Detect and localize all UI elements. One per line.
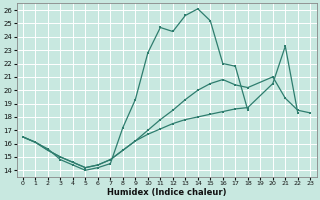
X-axis label: Humidex (Indice chaleur): Humidex (Indice chaleur) — [107, 188, 226, 197]
